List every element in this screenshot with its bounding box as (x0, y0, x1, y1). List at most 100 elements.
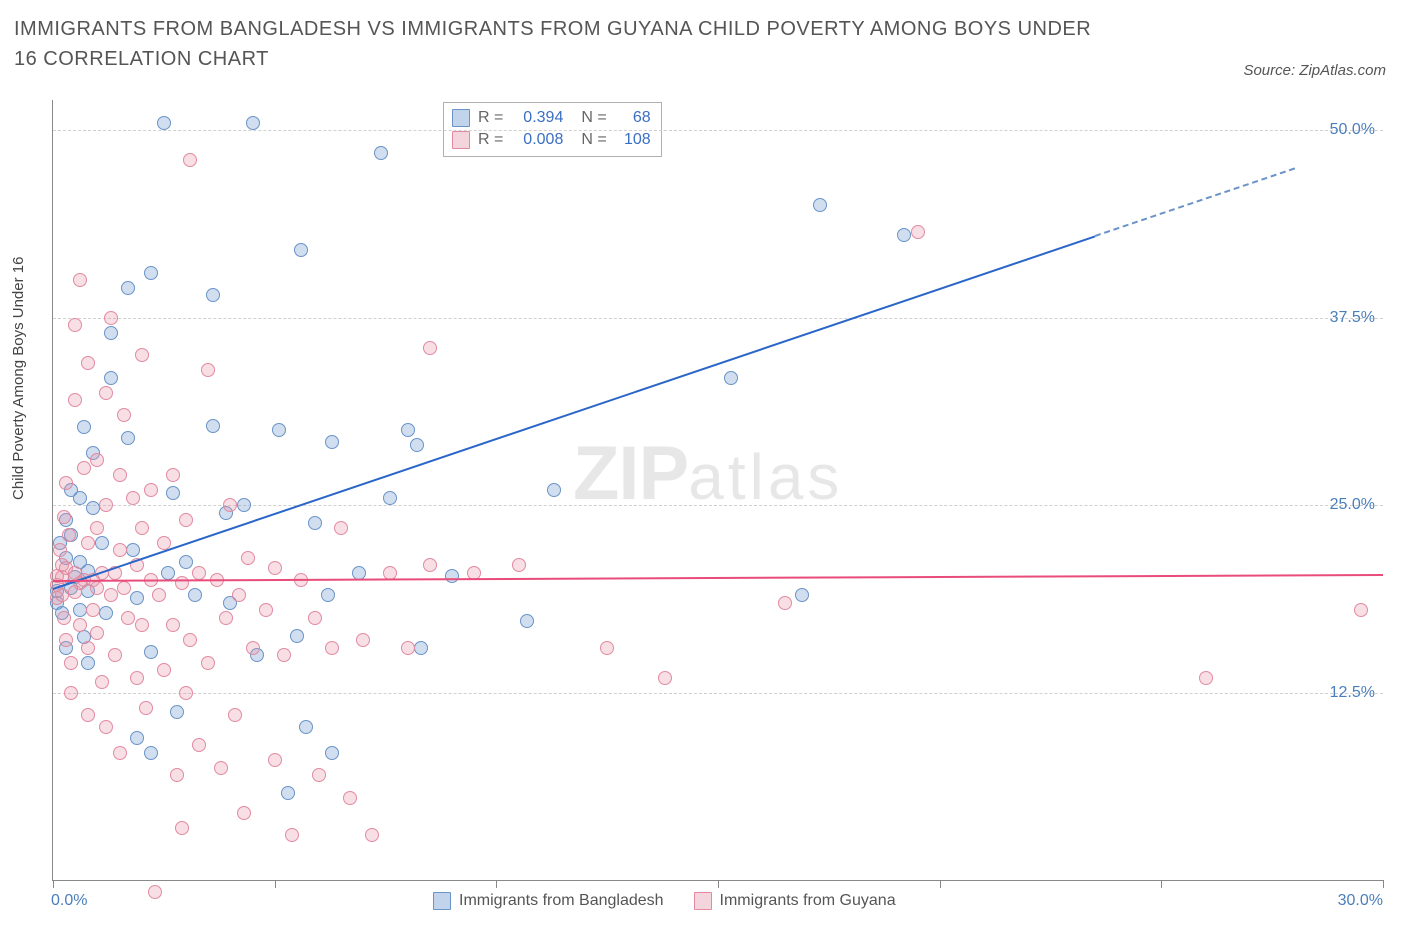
data-point (81, 536, 95, 550)
data-point (90, 626, 104, 640)
data-point (64, 656, 78, 670)
data-point (130, 591, 144, 605)
y-tick-label: 12.5% (1330, 684, 1375, 702)
data-point (157, 663, 171, 677)
data-point (188, 588, 202, 602)
data-point (73, 603, 87, 617)
data-point (778, 596, 792, 610)
data-point (352, 566, 366, 580)
r-label: R = (478, 107, 503, 129)
data-point (144, 483, 158, 497)
data-point (99, 606, 113, 620)
data-point (152, 588, 166, 602)
data-point (179, 555, 193, 569)
legend-row-guyana: R = 0.008 N = 108 (452, 129, 651, 151)
data-point (232, 588, 246, 602)
n-value-bangladesh: 68 (615, 107, 651, 129)
data-point (121, 281, 135, 295)
data-point (277, 648, 291, 662)
data-point (59, 476, 73, 490)
watermark-zip: ZIP (573, 431, 688, 516)
gridline (53, 505, 1383, 506)
watermark: ZIPatlas (573, 430, 843, 517)
data-point (520, 614, 534, 628)
data-point (81, 356, 95, 370)
data-point (95, 675, 109, 689)
y-tick-label: 25.0% (1330, 496, 1375, 514)
data-point (68, 318, 82, 332)
x-tick (1161, 880, 1162, 888)
data-point (104, 311, 118, 325)
data-point (325, 746, 339, 760)
data-point (241, 551, 255, 565)
data-point (130, 731, 144, 745)
data-point (600, 641, 614, 655)
data-point (228, 708, 242, 722)
swatch-blue-icon (452, 109, 470, 127)
y-tick-label: 37.5% (1330, 309, 1375, 327)
data-point (99, 386, 113, 400)
data-point (113, 543, 127, 557)
x-tick (1383, 880, 1384, 888)
data-point (401, 423, 415, 437)
swatch-pink-icon (694, 892, 712, 910)
data-point (81, 708, 95, 722)
data-point (104, 326, 118, 340)
data-point (62, 528, 76, 542)
data-point (126, 491, 140, 505)
data-point (77, 420, 91, 434)
data-point (73, 273, 87, 287)
data-point (1199, 671, 1213, 685)
swatch-pink-icon (452, 131, 470, 149)
data-point (117, 581, 131, 595)
data-point (374, 146, 388, 160)
data-point (175, 821, 189, 835)
data-point (99, 720, 113, 734)
data-point (321, 588, 335, 602)
data-point (135, 348, 149, 362)
data-point (206, 288, 220, 302)
data-point (312, 768, 326, 782)
data-point (423, 341, 437, 355)
data-point (911, 225, 925, 239)
data-point (64, 686, 78, 700)
watermark-atlas: atlas (688, 441, 843, 513)
data-point (55, 588, 69, 602)
data-point (170, 768, 184, 782)
data-point (246, 116, 260, 130)
data-point (68, 393, 82, 407)
x-tick (496, 880, 497, 888)
data-point (90, 521, 104, 535)
data-point (104, 588, 118, 602)
data-point (183, 633, 197, 647)
data-point (90, 581, 104, 595)
trend-line (53, 574, 1383, 582)
data-point (219, 611, 233, 625)
data-point (206, 419, 220, 433)
data-point (268, 753, 282, 767)
data-point (290, 629, 304, 643)
data-point (166, 468, 180, 482)
x-tick (275, 880, 276, 888)
chart-title: IMMIGRANTS FROM BANGLADESH VS IMMIGRANTS… (14, 14, 1114, 74)
gridline (53, 130, 1383, 131)
x-tick (940, 880, 941, 888)
data-point (53, 543, 67, 557)
data-point (658, 671, 672, 685)
data-point (183, 153, 197, 167)
data-point (73, 618, 87, 632)
data-point (175, 576, 189, 590)
data-point (135, 521, 149, 535)
data-point (308, 516, 322, 530)
data-point (113, 468, 127, 482)
data-point (237, 498, 251, 512)
data-point (126, 543, 140, 557)
data-point (113, 746, 127, 760)
data-point (117, 408, 131, 422)
data-point (99, 498, 113, 512)
data-point (272, 423, 286, 437)
source-attribution: Source: ZipAtlas.com (1243, 62, 1386, 79)
data-point (192, 566, 206, 580)
data-point (135, 618, 149, 632)
data-point (157, 536, 171, 550)
